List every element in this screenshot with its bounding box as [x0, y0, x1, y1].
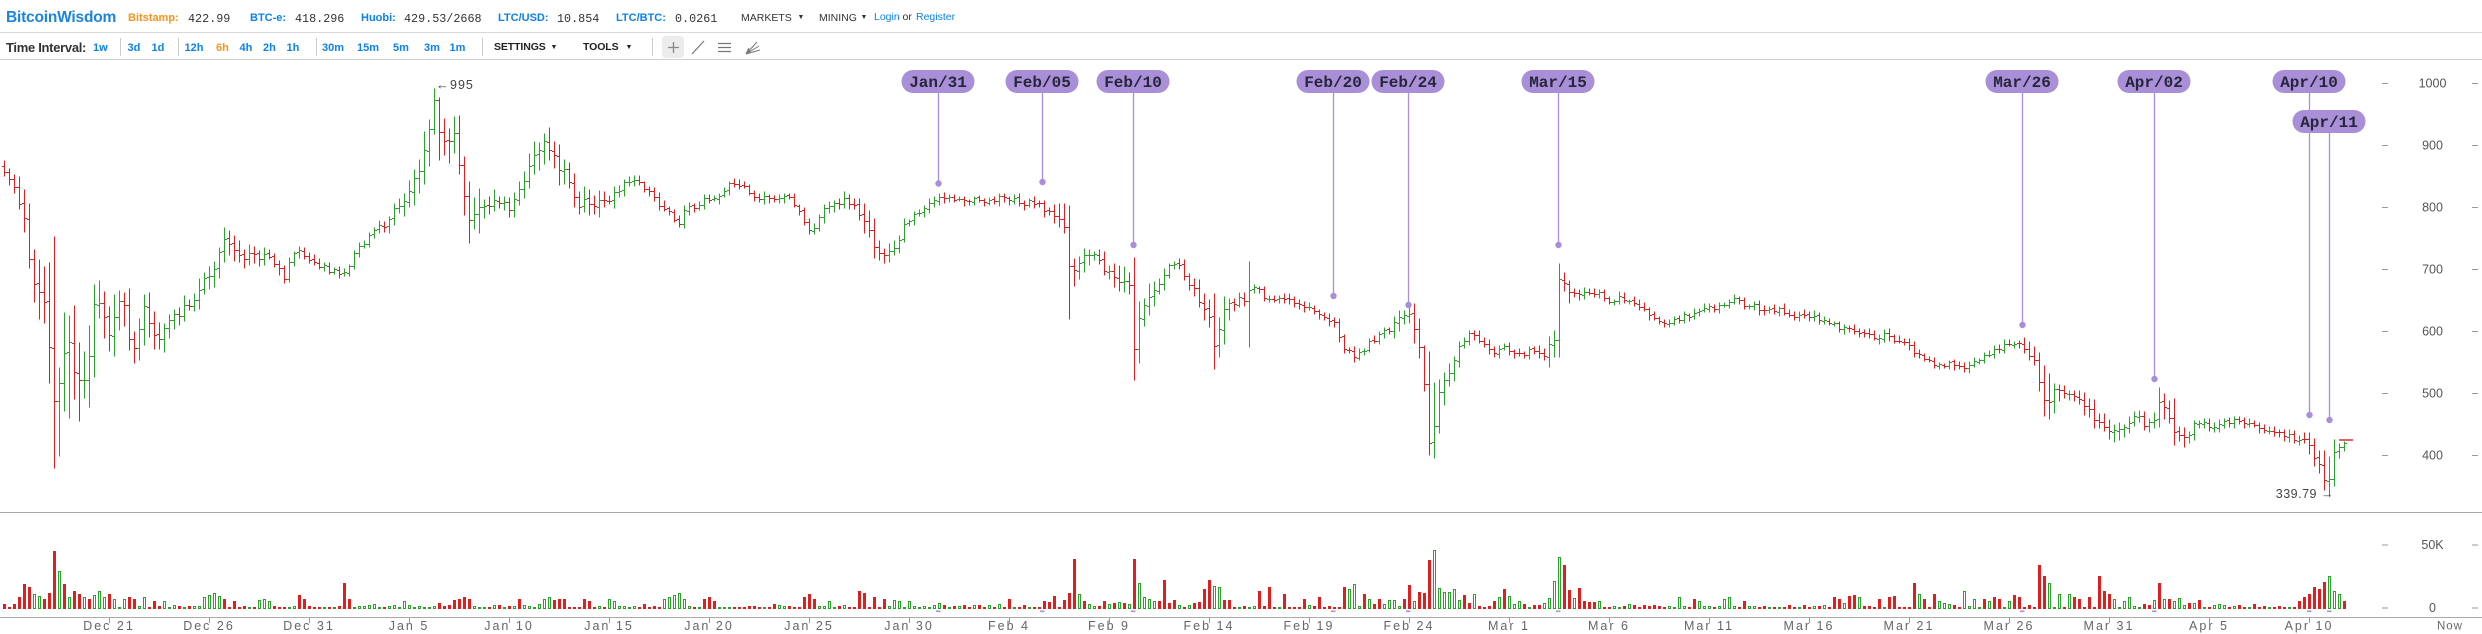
svg-text:Feb 14: Feb 14 [1184, 619, 1235, 633]
svg-text:400: 400 [2422, 448, 2443, 462]
svg-text:Feb/05: Feb/05 [1013, 74, 1071, 92]
svg-text:0: 0 [2429, 601, 2436, 615]
svg-text:50K: 50K [2421, 538, 2444, 552]
svg-text:Feb 4: Feb 4 [988, 619, 1030, 633]
svg-text:Mar 21: Mar 21 [1884, 619, 1935, 633]
svg-text:Mar/26: Mar/26 [1993, 74, 2051, 92]
svg-text:800: 800 [2422, 200, 2443, 214]
svg-text:Apr/11: Apr/11 [2300, 114, 2358, 132]
svg-text:Jan 15: Jan 15 [584, 619, 634, 633]
svg-text:Jan 25: Jan 25 [784, 619, 834, 633]
svg-text:900: 900 [2422, 138, 2443, 152]
svg-text:Feb/20: Feb/20 [1304, 74, 1362, 92]
svg-text:500: 500 [2422, 386, 2443, 400]
svg-text:Mar 1: Mar 1 [1488, 619, 1530, 633]
svg-text:Jan 20: Jan 20 [684, 619, 734, 633]
svg-text:Now: Now [2437, 621, 2463, 633]
svg-text:Dec 21: Dec 21 [83, 619, 135, 633]
svg-text:Feb/24: Feb/24 [1379, 74, 1437, 92]
svg-text:700: 700 [2422, 262, 2443, 276]
svg-text:339.79 →: 339.79 → [2276, 487, 2334, 501]
svg-text:Dec 31: Dec 31 [283, 619, 335, 633]
svg-text:Mar 26: Mar 26 [1984, 619, 2035, 633]
svg-text:Apr 10: Apr 10 [2285, 619, 2334, 633]
svg-text:Feb/10: Feb/10 [1104, 74, 1162, 92]
svg-text:Jan/31: Jan/31 [909, 74, 967, 92]
svg-text:Jan 5: Jan 5 [389, 619, 430, 633]
svg-text:Apr 5: Apr 5 [2189, 619, 2229, 633]
svg-text:Mar 16: Mar 16 [1784, 619, 1835, 633]
svg-text:Feb 9: Feb 9 [1088, 619, 1130, 633]
svg-text:Dec 26: Dec 26 [183, 619, 235, 633]
svg-text:Jan 30: Jan 30 [884, 619, 934, 633]
svg-text:Mar/15: Mar/15 [1529, 74, 1587, 92]
svg-text:600: 600 [2422, 324, 2443, 338]
svg-text:Feb 24: Feb 24 [1384, 619, 1435, 633]
svg-text:Mar 31: Mar 31 [2084, 619, 2135, 633]
svg-text:1000: 1000 [2419, 76, 2447, 90]
svg-text:Feb 19: Feb 19 [1284, 619, 1335, 633]
svg-text:Jan 10: Jan 10 [484, 619, 534, 633]
svg-text:←: ← [436, 77, 449, 92]
svg-text:Mar 11: Mar 11 [1684, 619, 1734, 633]
svg-text:995: 995 [450, 78, 474, 92]
svg-text:Apr/10: Apr/10 [2280, 74, 2338, 92]
svg-text:Mar 6: Mar 6 [1588, 619, 1630, 633]
svg-text:Apr/02: Apr/02 [2125, 74, 2183, 92]
